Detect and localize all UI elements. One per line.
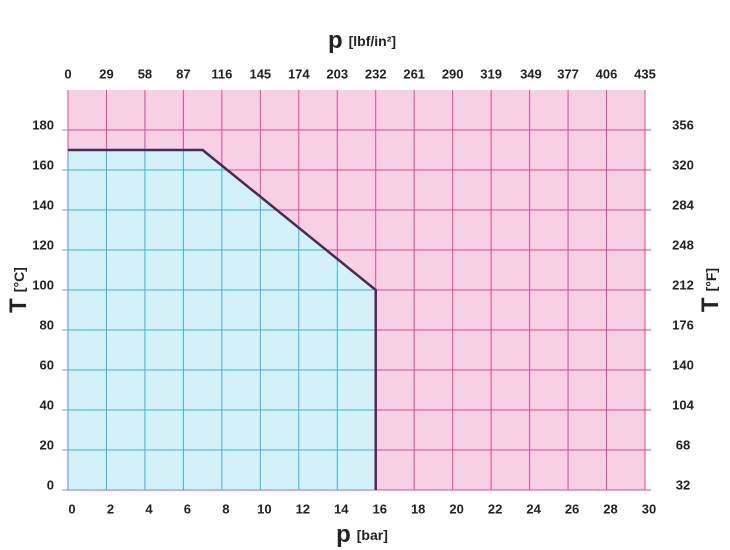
y-tick-label: 140 [32,197,54,212]
x-tick-label: 8 [222,501,229,516]
y2-tick-label: 140 [672,357,694,372]
y-tick-label: 60 [40,357,54,372]
x2-tick-label: 87 [176,66,190,81]
x2-tick-label: 349 [520,66,542,81]
x-tick-label: 6 [184,501,191,516]
y2-tick-label: 104 [672,397,694,412]
axis-unit: [bar] [357,527,388,543]
axis-symbol: T [697,297,724,312]
x2-tick-label: 116 [211,66,232,81]
y-tick-label: 0 [47,477,54,492]
x2-tick-label: 174 [288,66,310,81]
y-tick-label: 160 [32,157,54,172]
y2-tick-label: 320 [672,157,694,172]
x-tick-label: 16 [372,501,386,516]
y-tick-label: 180 [32,117,54,132]
y-axis-title: T [°C] [5,267,32,313]
axis-symbol: p [328,27,343,54]
axis-unit: [°C] [11,267,27,292]
x2-tick-label: 232 [365,66,387,81]
x2-tick-label: 261 [403,66,425,81]
x-axis-title: p [bar] [336,521,388,548]
x2-tick-label: 377 [557,66,579,81]
axis-symbol: T [5,298,32,313]
x-tick-label: 4 [145,501,153,516]
x2-tick-label: 290 [442,66,464,81]
y-tick-label: 120 [32,237,54,252]
x-tick-label: 0 [68,501,75,516]
x-tick-label: 10 [257,501,271,516]
x-tick-label: 22 [488,501,502,516]
x2-axis-title: p [lbf/in²] [328,27,396,54]
x2-tick-label: 406 [596,66,618,81]
x-tick-label: 18 [411,501,425,516]
x-tick-label: 12 [296,501,310,516]
grid [68,150,376,490]
x-tick-label: 20 [449,501,463,516]
y2-tick-label: 248 [672,237,694,252]
x-tick-label: 30 [642,501,656,516]
y2-tick-label: 32 [676,477,690,492]
x2-tick-label: 203 [326,66,348,81]
y2-tick-label: 176 [672,317,694,332]
x2-tick-label: 58 [138,66,152,81]
x-tick-label: 2 [107,501,114,516]
y-tick-label: 100 [32,277,54,292]
x-tick-label: 26 [565,501,579,516]
y2-tick-label: 212 [672,277,694,292]
axis-symbol: p [336,521,351,548]
y-tick-label: 20 [40,437,54,452]
x2-tick-label: 319 [480,66,502,81]
y2-tick-label: 284 [672,197,694,212]
y2-axis-title: T [°F] [697,268,724,312]
axis-unit: [lbf/in²] [349,33,396,49]
x-tick-label: 24 [526,501,541,516]
y2-tick-label: 68 [676,437,690,452]
x-tick-label: 14 [334,501,349,516]
axis-unit: [°F] [703,268,719,291]
x-tick-label: 28 [603,501,617,516]
x2-tick-label: 29 [99,66,113,81]
x2-tick-label: 145 [249,66,271,81]
line [68,148,377,490]
y-tick-label: 40 [40,397,54,412]
x2-tick-label: 0 [64,66,71,81]
y-tick-label: 80 [40,317,54,332]
x2-tick-label: 435 [634,66,656,81]
y2-tick-label: 356 [672,117,694,132]
